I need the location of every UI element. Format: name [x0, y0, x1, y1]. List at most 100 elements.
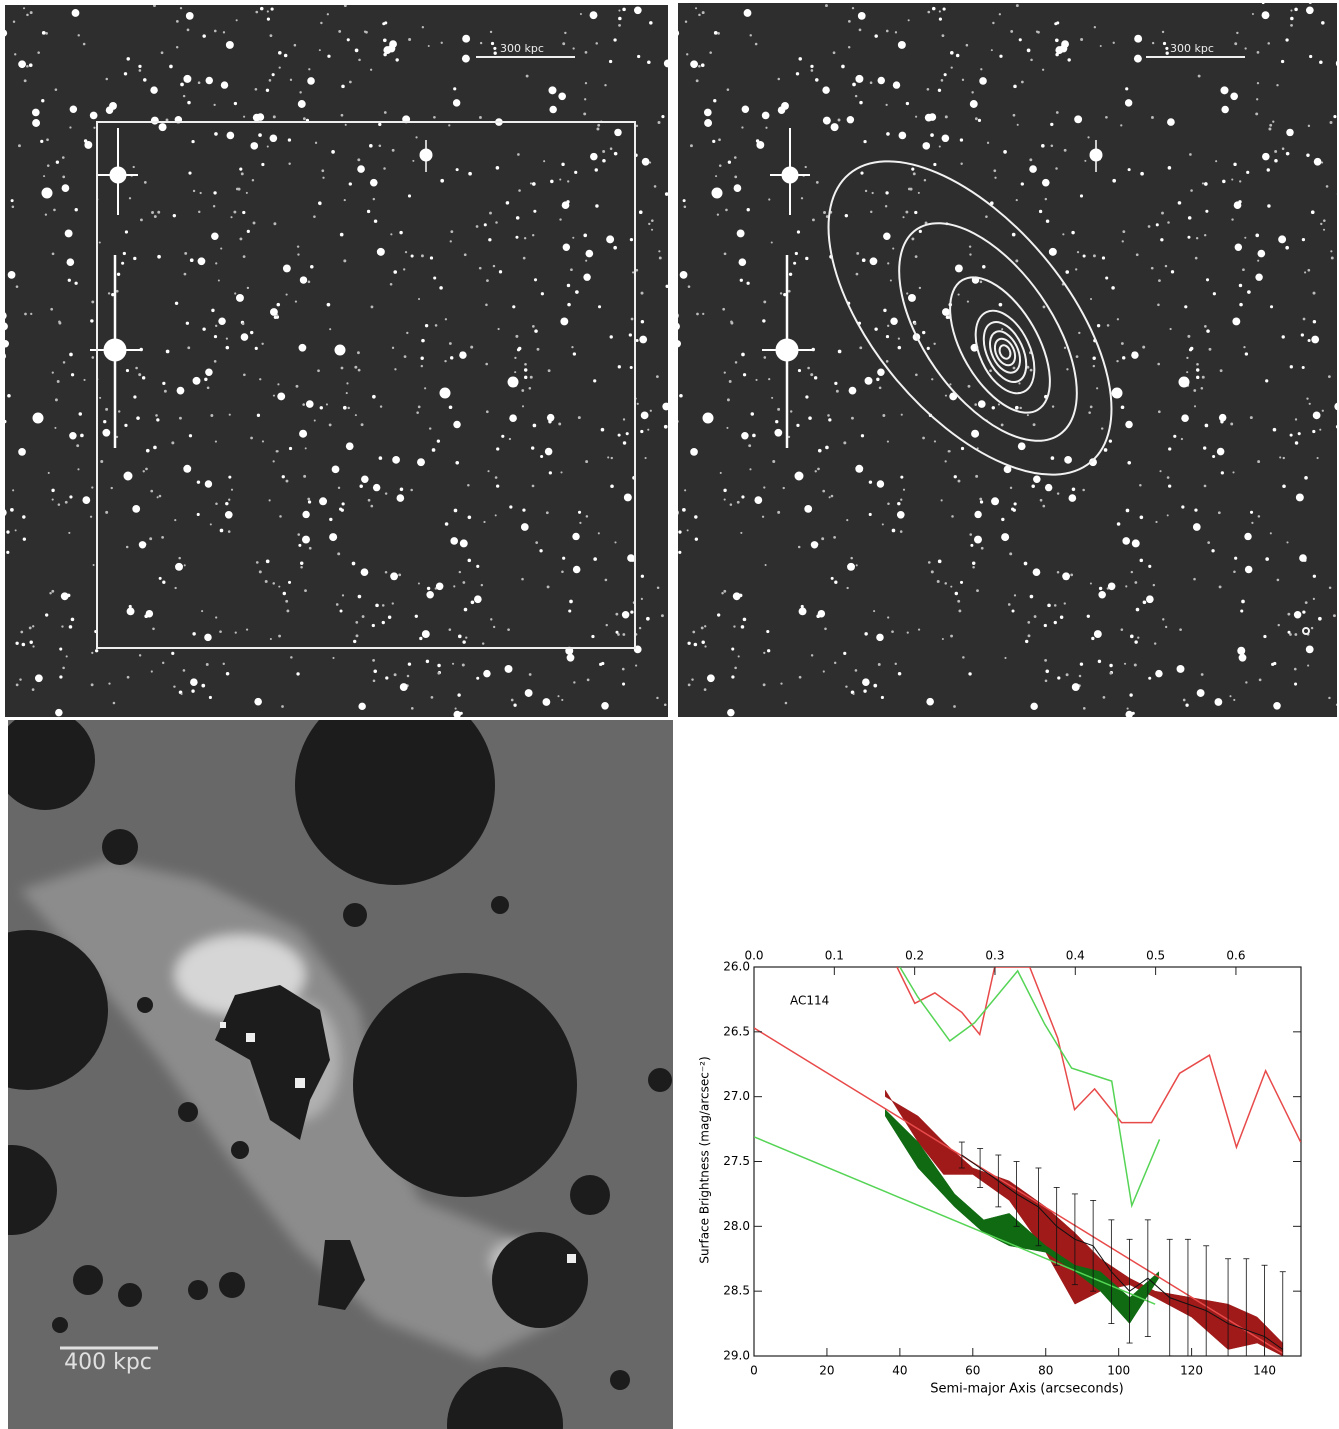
star — [923, 178, 927, 182]
star — [225, 671, 230, 676]
star — [1155, 223, 1159, 227]
star — [1099, 44, 1102, 47]
star — [492, 625, 496, 629]
star — [173, 685, 176, 688]
star — [394, 368, 397, 371]
star — [938, 10, 941, 13]
star — [201, 610, 204, 613]
star — [1219, 369, 1223, 373]
star — [357, 351, 360, 355]
star — [233, 210, 237, 214]
star — [1220, 86, 1229, 95]
star — [940, 499, 943, 502]
star — [1256, 82, 1260, 85]
star — [497, 327, 500, 331]
star — [515, 334, 519, 338]
star — [467, 558, 472, 563]
star — [564, 31, 567, 35]
star — [90, 319, 94, 323]
star — [955, 53, 960, 58]
star — [458, 570, 462, 574]
star — [736, 500, 740, 504]
star — [158, 494, 162, 498]
star — [672, 97, 675, 100]
star — [1212, 292, 1216, 296]
star — [70, 617, 75, 622]
star — [465, 636, 468, 639]
star — [82, 42, 86, 46]
star — [725, 208, 728, 212]
star — [47, 471, 50, 474]
star — [172, 213, 177, 218]
star — [1257, 515, 1261, 518]
star — [171, 441, 175, 445]
star — [976, 589, 979, 593]
star — [1321, 21, 1325, 25]
star — [897, 345, 902, 350]
star — [1327, 375, 1331, 379]
star — [968, 245, 972, 248]
star — [255, 10, 259, 14]
star — [937, 559, 942, 564]
star — [32, 625, 35, 628]
star — [1011, 609, 1015, 613]
star — [568, 609, 572, 613]
star — [41, 30, 46, 35]
star — [650, 228, 654, 231]
star — [1161, 30, 1165, 34]
star — [430, 696, 434, 699]
star — [123, 72, 128, 76]
star — [969, 533, 973, 536]
star — [339, 507, 343, 511]
star — [424, 324, 429, 328]
star — [855, 464, 864, 473]
star — [373, 669, 378, 674]
star — [640, 597, 644, 601]
star — [545, 511, 549, 515]
star — [1242, 268, 1245, 272]
star — [360, 568, 369, 577]
star — [67, 278, 71, 282]
star — [633, 6, 642, 15]
star — [936, 579, 940, 583]
star — [1097, 659, 1102, 664]
star — [873, 683, 878, 688]
star — [1120, 405, 1125, 410]
star — [604, 578, 608, 582]
star — [1047, 603, 1051, 608]
star — [279, 515, 282, 518]
star — [886, 132, 890, 136]
star — [765, 126, 768, 129]
star — [102, 428, 111, 437]
star — [1130, 570, 1134, 574]
star — [599, 662, 603, 666]
star — [815, 78, 819, 82]
star — [153, 445, 157, 450]
star — [1305, 645, 1314, 654]
star — [754, 42, 758, 46]
star — [54, 398, 58, 402]
star — [175, 562, 183, 571]
star — [340, 113, 344, 117]
star — [1271, 662, 1275, 666]
star — [1336, 193, 1337, 195]
star — [1217, 511, 1221, 515]
star — [749, 468, 752, 471]
x2-tick-label: 0.6 — [1226, 949, 1245, 963]
star — [947, 450, 950, 453]
star — [648, 222, 651, 226]
star — [1294, 7, 1298, 12]
star — [763, 356, 767, 359]
star — [133, 256, 137, 261]
star — [180, 82, 184, 87]
y-tick-label: 28.5 — [723, 1284, 750, 1298]
star — [433, 115, 436, 119]
star — [1193, 389, 1197, 392]
star — [546, 585, 550, 589]
star — [1089, 297, 1093, 301]
star — [696, 312, 699, 316]
star — [733, 156, 737, 159]
star — [341, 84, 345, 89]
series-line — [899, 967, 1161, 1209]
star — [661, 115, 665, 119]
